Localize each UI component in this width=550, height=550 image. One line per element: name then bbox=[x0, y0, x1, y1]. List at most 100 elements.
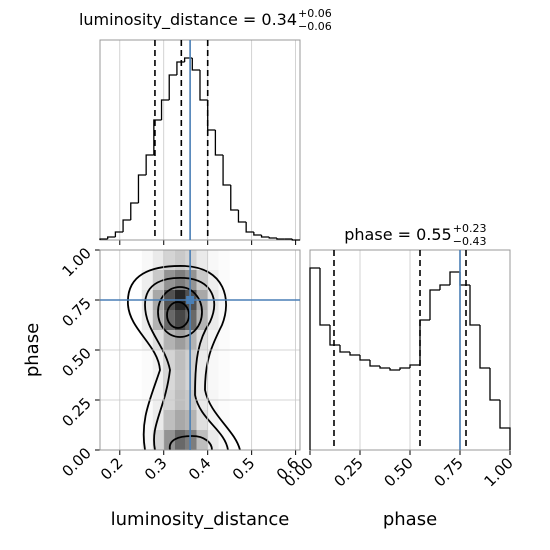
density-cell bbox=[174, 270, 186, 290]
contours bbox=[127, 265, 241, 451]
histogram-step bbox=[122, 219, 131, 232]
histogram-step bbox=[153, 119, 162, 155]
histogram-step bbox=[309, 267, 320, 450]
x-tick-label: 0.75 bbox=[430, 454, 466, 490]
density-cell bbox=[152, 330, 164, 350]
density-cell bbox=[196, 250, 208, 270]
histogram-step bbox=[107, 236, 116, 239]
histogram-step bbox=[237, 210, 247, 223]
density-cell bbox=[218, 370, 230, 390]
density-cell bbox=[207, 310, 219, 330]
histogram-step bbox=[168, 74, 177, 100]
density-cell bbox=[207, 430, 219, 450]
density-cell bbox=[174, 430, 186, 450]
panel-title: luminosity_distance = 0.34 bbox=[79, 10, 297, 30]
histogram-step bbox=[429, 289, 440, 320]
density-cell bbox=[185, 370, 197, 390]
histogram-step bbox=[439, 284, 450, 290]
histogram-step bbox=[419, 319, 430, 365]
x-tick-label: 0.50 bbox=[380, 454, 416, 490]
y-tick-label: 0.00 bbox=[58, 444, 94, 480]
density-cell bbox=[185, 410, 197, 430]
density-cell bbox=[174, 350, 186, 370]
density-cell bbox=[196, 310, 208, 330]
histogram-step bbox=[114, 231, 124, 237]
x-tick-label: 0.2 bbox=[97, 454, 127, 484]
histogram-step bbox=[145, 154, 154, 175]
histogram-step bbox=[260, 235, 270, 238]
density-cell bbox=[174, 250, 186, 270]
histogram-step bbox=[253, 232, 262, 236]
histogram-step bbox=[207, 100, 216, 131]
title-lower-error: −0.06 bbox=[298, 20, 332, 33]
histogram-step bbox=[99, 238, 108, 240]
x-tick-label: 0.25 bbox=[330, 454, 366, 490]
histogram-step bbox=[230, 185, 239, 211]
histogram-step bbox=[137, 174, 147, 203]
density-cell bbox=[163, 430, 175, 450]
density-cell bbox=[185, 350, 197, 370]
contour bbox=[144, 277, 229, 451]
density-cell bbox=[218, 250, 230, 270]
density-cell bbox=[218, 410, 230, 430]
histogram-step bbox=[399, 367, 410, 370]
histogram-step bbox=[130, 202, 139, 220]
density-cell bbox=[185, 250, 197, 270]
histogram-step bbox=[459, 272, 470, 286]
density-cell bbox=[141, 410, 153, 430]
density-cell bbox=[163, 410, 175, 430]
y-tick-label: 0.25 bbox=[58, 394, 94, 430]
contour bbox=[166, 301, 190, 329]
panel-frame bbox=[99, 249, 301, 451]
density-cell bbox=[163, 270, 175, 290]
y-tick-label: 0.75 bbox=[58, 294, 94, 330]
density-cell bbox=[141, 350, 153, 370]
density-cell bbox=[218, 330, 230, 350]
x-tick-label: 0.5 bbox=[229, 454, 259, 484]
density-cell bbox=[207, 350, 219, 370]
contour bbox=[157, 286, 203, 338]
histogram-step bbox=[379, 366, 390, 369]
density-cell bbox=[196, 370, 208, 390]
histogram-step bbox=[245, 222, 254, 233]
histogram-step bbox=[479, 325, 490, 369]
title-upper-error: +0.06 bbox=[298, 7, 332, 20]
contour bbox=[127, 265, 241, 451]
histogram-step bbox=[339, 345, 350, 353]
histogram-step bbox=[349, 352, 360, 356]
density-cell bbox=[185, 330, 197, 350]
histogram-step bbox=[329, 325, 340, 346]
density-cell bbox=[218, 350, 230, 370]
density-cell bbox=[174, 410, 186, 430]
x-tick-label: 0.3 bbox=[141, 454, 171, 484]
density-cell bbox=[185, 270, 197, 290]
density-cell bbox=[141, 330, 153, 350]
density-cell bbox=[207, 330, 219, 350]
y-tick-label: 1.00 bbox=[58, 244, 94, 280]
density-cell bbox=[152, 270, 164, 290]
y-tick-label: 0.50 bbox=[58, 344, 94, 380]
density-cell bbox=[152, 430, 164, 450]
density-cell bbox=[196, 350, 208, 370]
density-cell bbox=[207, 370, 219, 390]
density-cell bbox=[141, 370, 153, 390]
density-cell bbox=[207, 250, 219, 270]
truth-point bbox=[186, 296, 195, 304]
density-cell bbox=[207, 410, 219, 430]
histogram-step bbox=[191, 58, 200, 71]
histogram-step bbox=[222, 155, 231, 186]
panel-frame bbox=[99, 39, 301, 241]
density-cell bbox=[196, 430, 208, 450]
contour bbox=[168, 435, 213, 451]
histogram-step bbox=[199, 70, 208, 101]
density-cell bbox=[185, 310, 197, 330]
density-cell bbox=[163, 310, 175, 330]
histogram-step bbox=[489, 368, 500, 401]
panel-title: phase = 0.55 bbox=[344, 225, 451, 244]
title-upper-error: +0.23 bbox=[453, 222, 487, 235]
histogram-step bbox=[369, 360, 380, 367]
density-cell bbox=[174, 330, 186, 350]
density-cell bbox=[174, 370, 186, 390]
histogram-step bbox=[359, 355, 370, 361]
density-cell bbox=[163, 350, 175, 370]
